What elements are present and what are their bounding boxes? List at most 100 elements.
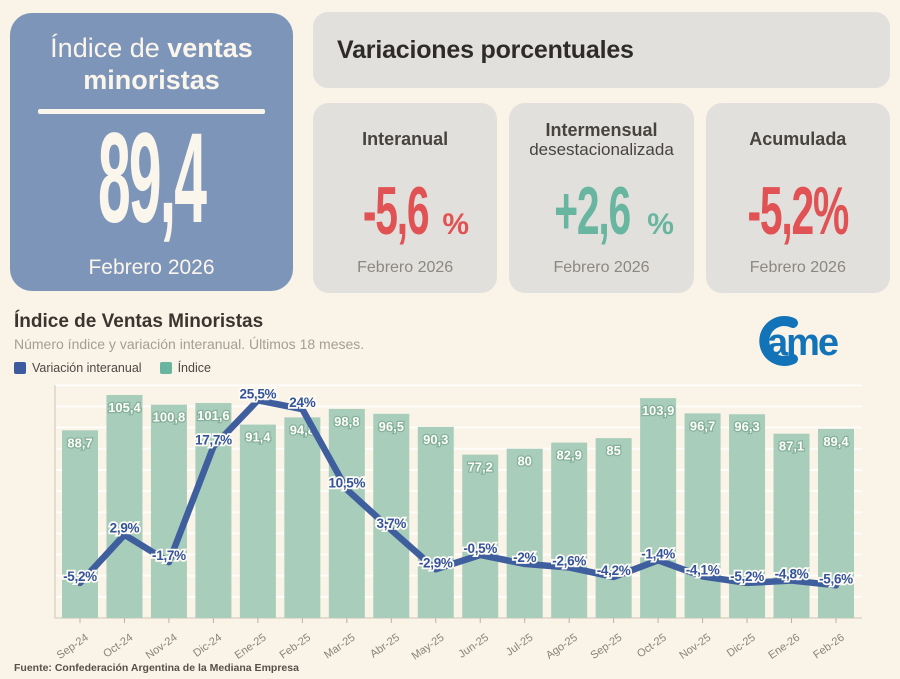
x-tick-label: Abr-25 [368, 632, 402, 661]
summary-card: Índice de ventas minoristas 89,4 Febrero… [10, 13, 293, 291]
bar [729, 414, 766, 618]
card-title: Acumulada [749, 129, 847, 150]
x-tick-label: Ene-26 [766, 632, 802, 662]
bar-value-label: 96,5 [379, 419, 404, 434]
bar [328, 408, 365, 618]
chart-title: Índice de Ventas Minoristas [14, 311, 264, 332]
bar-value-label: 96,7 [690, 418, 715, 433]
bar-value-label: 87,1 [779, 439, 804, 454]
x-tick-label: Feb-25 [278, 632, 313, 662]
bar-value-label: 105,4 [108, 400, 141, 415]
line-value-label: -2% [513, 550, 536, 565]
x-tick-label: May-25 [410, 632, 447, 663]
summary-divider [38, 108, 265, 114]
bar [462, 454, 499, 618]
x-tick-label: Ene-25 [233, 632, 269, 662]
legend-swatch-green [159, 362, 172, 374]
line-value-label: -0,5% [463, 541, 497, 556]
bar-value-label: 90,3 [423, 432, 448, 447]
chart-legend: Variación interanual Índice [14, 361, 364, 375]
came-logo: ame [750, 308, 890, 368]
x-tick-label: Jul-25 [504, 632, 535, 659]
card-value: -5,2% [747, 173, 850, 249]
card-period: Febrero 2026 [357, 259, 454, 276]
variations-header: Variaciones porcentuales [313, 12, 890, 88]
source-note: Fuente: Confederación Argentina de la Me… [14, 662, 299, 674]
x-tick-label: Ago-25 [544, 632, 580, 662]
came-logo-c [759, 316, 798, 366]
card-acumulada: Acumulada -5,2% Febrero 2026 [705, 103, 890, 293]
bar-value-label: 89,4 [823, 434, 849, 449]
bar-value-label: 103,9 [642, 403, 675, 418]
bar [595, 438, 632, 618]
legend-item-indice: Índice [159, 361, 211, 375]
card-unit: % [647, 208, 674, 241]
line-value-label: -2,6% [552, 553, 586, 568]
bar-value-label: 88,7 [67, 435, 92, 450]
card-unit: % [442, 208, 470, 241]
bar [817, 428, 854, 618]
card-period: Febrero 2026 [553, 259, 650, 276]
summary-title: Índice de ventas minoristas [32, 33, 272, 97]
card-value-group: +2,6% [529, 177, 674, 245]
bar [684, 413, 721, 618]
chart-header: Índice de Ventas Minoristas Número índic… [14, 311, 364, 375]
bar-value-label: 77,2 [468, 460, 493, 475]
x-tick-label: Jun-25 [457, 632, 491, 661]
card-subtitle: desestacionalizada [529, 139, 674, 159]
bar [106, 394, 143, 618]
bar [62, 430, 98, 618]
chart-canvas: 88,7 Sep-24 105,4 Oct-24 100,8 Nov-24 101,6 Dic… [54, 384, 862, 663]
line-value-label: 24% [289, 395, 315, 410]
card-interanual: Interanual -5,6% Febrero 2026 [313, 103, 498, 293]
summary-value: 89,4 [97, 106, 207, 250]
card-value-group: -5,6% [341, 177, 469, 245]
came-logo-graphic: ame [759, 316, 840, 366]
came-logo-text: ame [767, 322, 838, 364]
bar-value-label: 96,3 [734, 419, 759, 434]
bar [551, 442, 588, 618]
line-value-label: -2,9% [419, 555, 453, 570]
bar [506, 448, 543, 618]
bar-value-label: 82,9 [557, 448, 582, 463]
line-value-label: 3,7% [377, 516, 407, 531]
line-value-label: -5,6% [819, 571, 853, 586]
summary-title-regular: Índice de [50, 33, 168, 63]
bar [284, 417, 321, 618]
legend-item-variacion: Variación interanual [14, 361, 142, 375]
line-value-label: -5,2% [730, 569, 764, 584]
bar [640, 398, 677, 618]
line-value-label: 10,5% [328, 476, 365, 491]
line-value-label: -1,4% [641, 546, 675, 561]
legend-label: Índice [177, 361, 211, 375]
bar-value-label: 101,6 [197, 408, 230, 423]
line-value-label: -4,8% [775, 567, 809, 582]
card-title: Interanual [362, 129, 449, 150]
legend-swatch-blue [14, 362, 26, 374]
line-value-label: 2,9% [110, 521, 140, 536]
x-tick-label: Oct-25 [635, 632, 669, 661]
bar [417, 426, 454, 618]
variations-header-label: Variaciones porcentuales [337, 35, 634, 64]
card-title: Intermensual [545, 119, 658, 140]
bar [773, 433, 810, 618]
line-value-label: -4,2% [597, 563, 631, 578]
x-tick-label: Sep-25 [588, 632, 624, 662]
variation-cards: Interanual -5,6% Febrero 2026 Intermensu… [313, 103, 890, 293]
line-value-label: -5,2% [63, 569, 97, 584]
x-tick-label: Nov-25 [677, 632, 713, 662]
line-value-label: 25,5% [239, 386, 276, 401]
bar [150, 404, 187, 618]
legend-label: Variación interanual [32, 361, 142, 375]
card-value: -5,6 [363, 173, 430, 249]
card-period: Febrero 2026 [749, 259, 846, 276]
chart-subtitle: Número índice y variación interanual. Úl… [14, 336, 365, 352]
bar-value-label: 91,4 [245, 430, 271, 445]
summary-title-bold: ventas minoristas [83, 33, 253, 95]
card-value-group: -5,2% [714, 177, 882, 245]
bar-value-label: 80 [517, 454, 531, 469]
summary-period: Febrero 2026 [88, 255, 215, 279]
bar [239, 424, 276, 618]
line-value-label: 17,7% [195, 433, 232, 448]
bar-value-label: 98,8 [334, 414, 359, 429]
